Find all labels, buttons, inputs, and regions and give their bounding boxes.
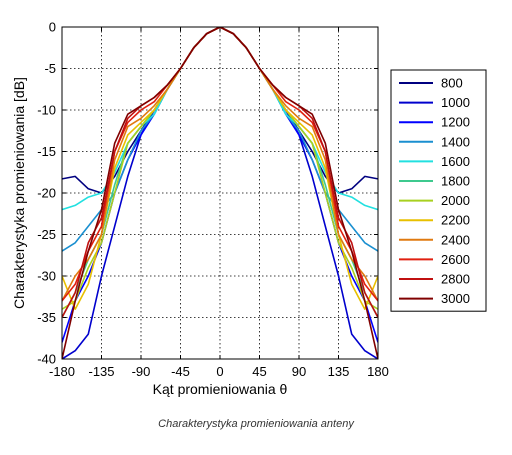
- x-tick-label: 45: [252, 364, 266, 379]
- legend-label-1400: 1400: [441, 134, 470, 149]
- legend-label-2800: 2800: [441, 272, 470, 287]
- y-tick-label: -15: [37, 144, 56, 159]
- legend-label-2000: 2000: [441, 193, 470, 208]
- series-line-2400: [62, 27, 378, 302]
- legend-label-2400: 2400: [441, 232, 470, 247]
- legend-box: [390, 69, 487, 312]
- legend-label-800: 800: [441, 76, 463, 91]
- x-tick-label: 180: [367, 364, 389, 379]
- series-line-3000: [62, 27, 378, 359]
- x-tick-labels: -180 -135 -90 -45 0 45 90 135 180: [49, 364, 389, 379]
- y-tick-label: 0: [49, 20, 56, 35]
- x-tick-label: -180: [49, 364, 75, 379]
- y-tick-label: -40: [37, 352, 56, 367]
- y-tick-label: -5: [44, 61, 56, 76]
- legend-label-2200: 2200: [441, 213, 470, 228]
- y-tick-label: -30: [37, 269, 56, 284]
- y-tick-label: -25: [37, 227, 56, 242]
- plot-frame: [61, 26, 379, 360]
- series-line-1600: [62, 27, 378, 211]
- legend-label-2600: 2600: [441, 252, 470, 267]
- y-tick-labels: 0 -5 -10 -15 -20 -25 -30 -35 -40: [37, 20, 56, 367]
- x-tick-label: -135: [88, 364, 114, 379]
- legend-label-1600: 1600: [441, 154, 470, 169]
- plot-lines: [62, 27, 378, 359]
- y-tick-label: -35: [37, 310, 56, 325]
- x-axis-label: Kąt promieniowania θ: [153, 381, 288, 397]
- legend: 800 1000 1200 1400 1600 1800 2000 2200 2400 2600 2…: [390, 69, 487, 312]
- series-line-800: [62, 27, 378, 194]
- figure-caption: Charakterystyka promieniowania anteny: [158, 418, 354, 430]
- x-tick-label: 90: [292, 364, 306, 379]
- x-tick-label: -45: [171, 364, 190, 379]
- series-line-2800: [62, 27, 378, 318]
- x-tick-label: 135: [328, 364, 350, 379]
- series-line-2000: [62, 27, 378, 310]
- x-tick-label: 0: [216, 364, 223, 379]
- x-tick-label: -90: [132, 364, 151, 379]
- radiation-pattern-chart: -180 -135 -90 -45 0 45 90 135 180 0 -5 -10 -15 -20 -2…: [11, 20, 487, 397]
- legend-label-1000: 1000: [441, 95, 470, 110]
- legend-label-1200: 1200: [441, 115, 470, 130]
- series-line-1000: [62, 27, 378, 359]
- y-tick-label: -10: [37, 103, 56, 118]
- series-line-1800: [62, 27, 378, 318]
- y-axis-label: Charakterystyka promieniowania [dB]: [11, 77, 27, 309]
- legend-label-3000: 3000: [441, 291, 470, 306]
- legend-label-1800: 1800: [441, 174, 470, 189]
- y-tick-label: -20: [37, 186, 56, 201]
- series-line-2200: [62, 27, 378, 310]
